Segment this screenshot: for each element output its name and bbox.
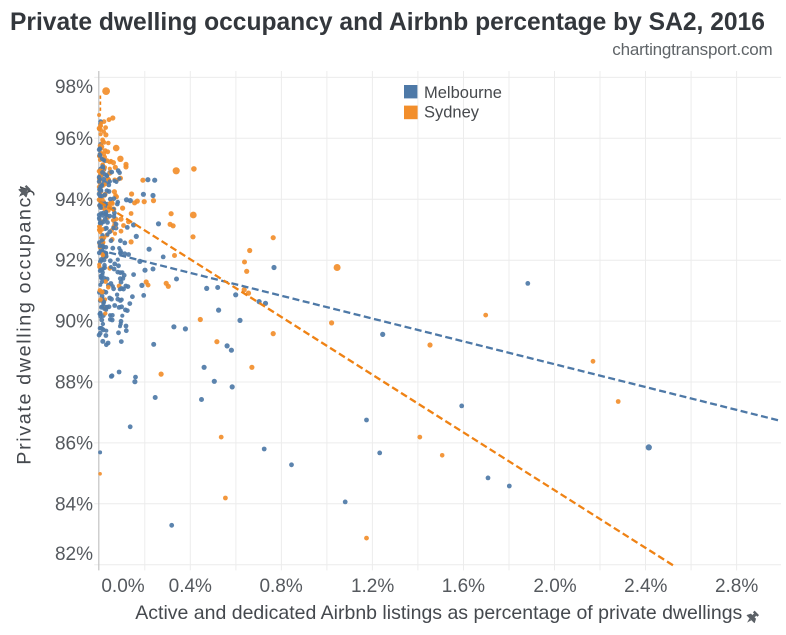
svg-text:2.8%: 2.8%	[715, 576, 758, 597]
svg-text:chartingtransport.com: chartingtransport.com	[612, 40, 772, 59]
svg-text:90%: 90%	[55, 312, 93, 333]
svg-text:Private dwelling occupancy and: Private dwelling occupancy and Airbnb pe…	[10, 9, 765, 36]
svg-text:92%: 92%	[55, 251, 93, 272]
svg-text:0.8%: 0.8%	[259, 576, 302, 597]
svg-text:0.4%: 0.4%	[169, 576, 212, 597]
svg-text:0.0%: 0.0%	[101, 576, 144, 597]
svg-text:96%: 96%	[55, 129, 93, 150]
svg-text:1.6%: 1.6%	[442, 576, 485, 597]
svg-text:2.0%: 2.0%	[533, 576, 576, 597]
svg-text:Sydney: Sydney	[424, 104, 480, 122]
svg-text:2.4%: 2.4%	[624, 576, 667, 597]
svg-text:84%: 84%	[55, 494, 93, 515]
svg-text:82%: 82%	[55, 544, 93, 565]
svg-text:98%: 98%	[55, 77, 93, 98]
svg-text:1.2%: 1.2%	[351, 576, 394, 597]
svg-text:Melbourne: Melbourne	[424, 84, 502, 102]
svg-text:86%: 86%	[55, 434, 93, 455]
svg-text:94%: 94%	[55, 190, 93, 211]
svg-text:Active and dedicated Airbnb li: Active and dedicated Airbnb listings as …	[135, 602, 742, 624]
svg-text:Private dwelling occupancy: Private dwelling occupancy	[14, 184, 36, 464]
svg-text:88%: 88%	[55, 373, 93, 394]
